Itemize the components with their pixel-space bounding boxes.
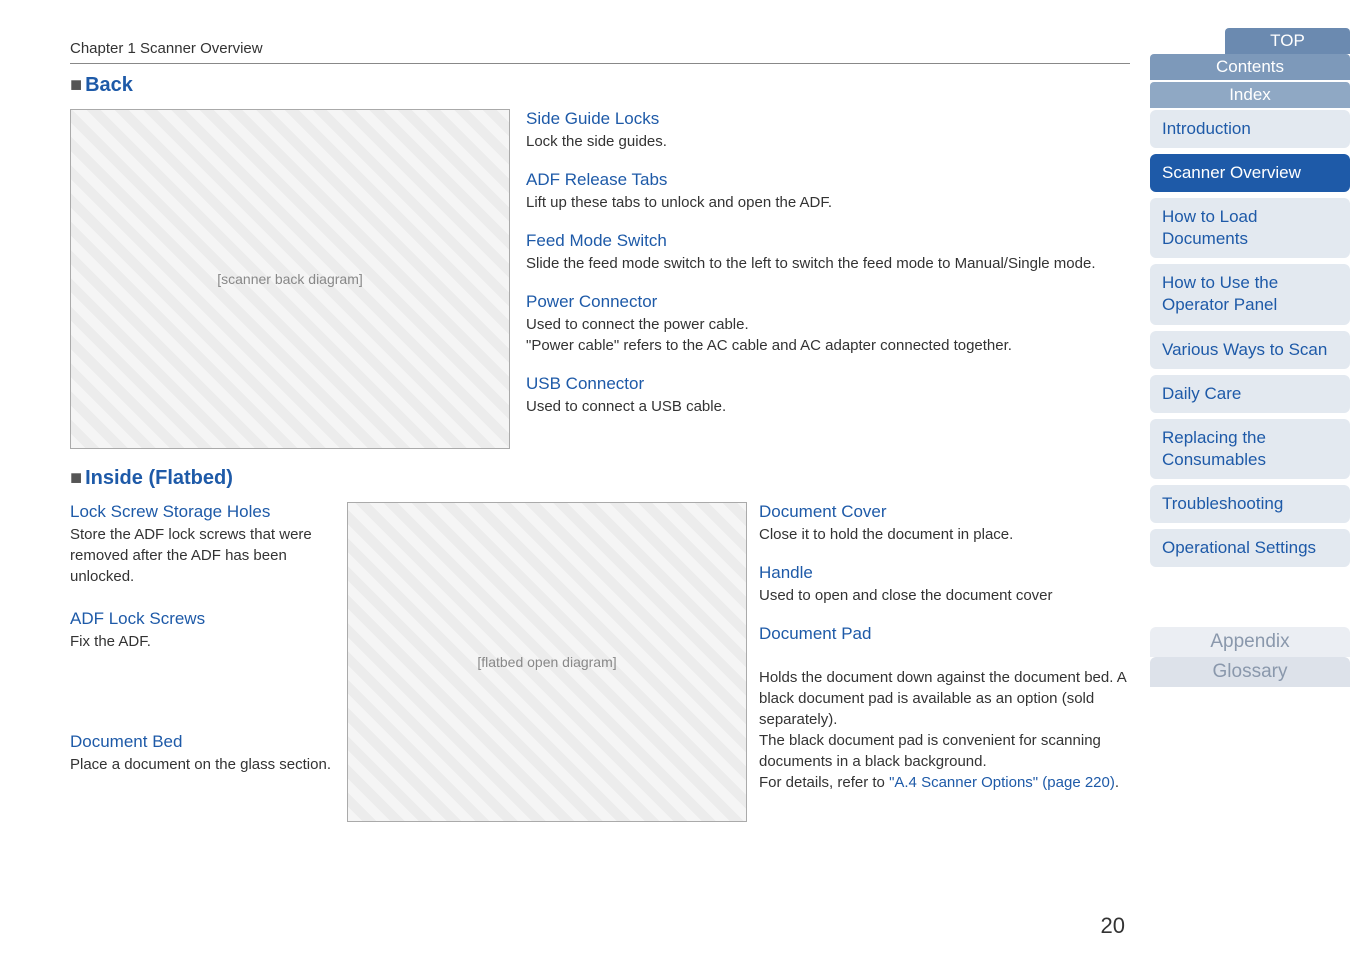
callout-lock-screw-holes: Lock Screw Storage Holes Store the ADF l… xyxy=(70,502,335,587)
nav-ways-to-scan[interactable]: Various Ways to Scan xyxy=(1150,331,1350,369)
callout-side-guide-locks: Side Guide Locks Lock the side guides. xyxy=(526,109,1130,152)
scanner-back-diagram: [scanner back diagram] xyxy=(70,109,510,449)
callout-document-bed: Document Bed Place a document on the gla… xyxy=(70,732,335,775)
nav-index[interactable]: Index xyxy=(1150,82,1350,108)
callout-handle: Handle Used to open and close the docume… xyxy=(759,563,1130,606)
nav-contents[interactable]: Contents xyxy=(1150,54,1350,80)
document-pad-text: Holds the document down against the docu… xyxy=(759,669,1126,791)
nav-top[interactable]: TOP xyxy=(1225,28,1350,54)
nav-how-to-load[interactable]: How to Load Documents xyxy=(1150,198,1350,258)
callout-document-pad: Document Pad Holds the document down aga… xyxy=(759,624,1130,793)
callout-power-connector: Power Connector Used to connect the powe… xyxy=(526,292,1130,356)
nav-daily-care[interactable]: Daily Care xyxy=(1150,375,1350,413)
nav-operational-settings[interactable]: Operational Settings xyxy=(1150,529,1350,567)
callout-document-cover: Document Cover Close it to hold the docu… xyxy=(759,502,1130,545)
callout-feed-mode-switch: Feed Mode Switch Slide the feed mode swi… xyxy=(526,231,1130,274)
section-back-title: ■Back xyxy=(70,74,1130,97)
nav-appendix[interactable]: Appendix xyxy=(1150,627,1350,657)
chapter-heading: Chapter 1 Scanner Overview xyxy=(70,40,1130,64)
nav-troubleshooting[interactable]: Troubleshooting xyxy=(1150,485,1350,523)
page-number: 20 xyxy=(1101,913,1125,939)
callout-usb-connector: USB Connector Used to connect a USB cabl… xyxy=(526,374,1130,417)
sidebar-nav: TOP Contents Index Introduction Scanner … xyxy=(1150,0,1350,954)
scanner-options-link[interactable]: "A.4 Scanner Options" (page 220) xyxy=(889,774,1115,791)
callout-adf-lock-screws: ADF Lock Screws Fix the ADF. xyxy=(70,609,335,652)
callout-adf-release-tabs: ADF Release Tabs Lift up these tabs to u… xyxy=(526,170,1130,213)
nav-operator-panel[interactable]: How to Use the Operator Panel xyxy=(1150,264,1350,324)
scanner-flatbed-diagram: [flatbed open diagram] xyxy=(347,502,747,822)
nav-scanner-overview[interactable]: Scanner Overview xyxy=(1150,154,1350,192)
nav-consumables[interactable]: Replacing the Consumables xyxy=(1150,419,1350,479)
nav-glossary[interactable]: Glossary xyxy=(1150,657,1350,687)
section-inside-title: ■Inside (Flatbed) xyxy=(70,467,1130,490)
nav-introduction[interactable]: Introduction xyxy=(1150,110,1350,148)
